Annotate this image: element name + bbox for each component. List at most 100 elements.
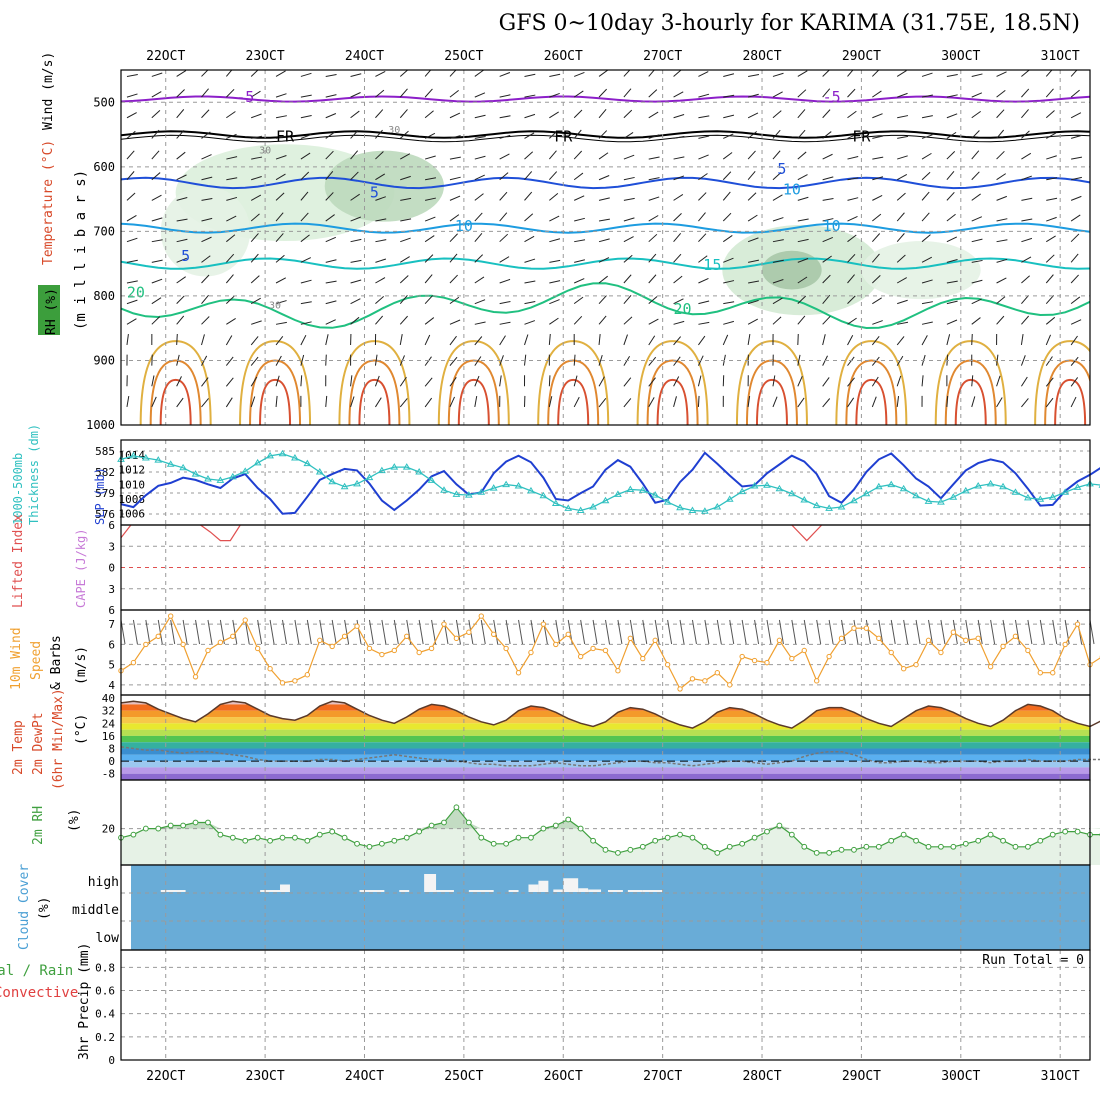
wind-barb [201,217,213,222]
wind-barb [151,172,161,181]
wind-speed-point [913,661,919,668]
wind-barb [549,299,560,305]
bottom-date-label: 23OCT [246,1069,285,1084]
wind-barb [399,130,409,139]
wind-barb [598,238,610,243]
wind-barb [524,191,533,201]
thickness-point [489,484,498,491]
thickness-point [440,486,448,493]
surface-isotherm [239,340,312,425]
thickness-point [415,468,424,475]
wind-barb [996,375,1001,387]
wind-barb [499,212,508,222]
precip-tick-label: 0.2 [95,1031,115,1044]
wind-speed-point [553,641,559,648]
wind-barb [996,218,1008,222]
wind-barb [871,336,880,346]
wind-barb [275,321,287,325]
slp-tick-label: 1010 [119,478,146,491]
wind-barb [897,299,908,305]
wind-barb [424,377,433,387]
wind-barb [126,299,138,305]
wind-barb [226,156,238,160]
dewpt2m-axis-label: 2m DewPt [31,712,46,775]
wind-barb [151,109,161,119]
wind-barb [797,196,809,201]
wind-barb [275,254,285,263]
wind-barb [424,155,436,160]
wind-barb [250,253,259,263]
thickness-point [912,491,920,499]
wind-barb-10m [903,619,909,645]
wind-barb [225,253,235,263]
wind-barb-10m [977,619,983,645]
wind-speed-point [242,617,248,623]
thickness-point [241,467,250,474]
wind-barb [176,238,188,243]
wind-barb [548,150,557,160]
rh-point [503,840,510,847]
wind-speed-point [155,633,161,640]
thickness-point [688,506,697,513]
wind-barb [623,176,635,181]
rh-point [341,834,348,841]
wind-barb [399,88,408,98]
wind-barb [772,129,781,139]
wind-barb [425,177,437,181]
wind-barb [1070,112,1082,119]
wind-barb [325,300,337,305]
rh-point [478,834,485,841]
wind-barb [971,171,980,181]
wind-barb [226,295,235,305]
wind-barb [698,115,710,119]
thickness-point [253,458,262,466]
surface-isotherm [259,378,292,425]
wind-barb [871,253,880,263]
rh-point [1037,837,1044,844]
wind-speed-point [254,645,261,652]
rh-point [490,840,497,847]
wind-speed-point [167,613,174,619]
wind-barb [996,397,1003,408]
wind-barb [946,191,955,201]
wind-barb [921,191,930,201]
wind-barb [201,197,213,201]
wind-barb [300,134,312,139]
wind-barb [747,214,758,222]
wind-barb [921,321,933,325]
bottom-date-label: 30OCT [941,1069,980,1084]
rh-point [975,837,982,844]
wind-barb [449,377,457,387]
cloud-bar [538,880,549,892]
wind-barb [400,197,412,201]
wind-barb [1070,335,1078,346]
wind-barb [300,94,312,98]
wind-barb [399,376,407,387]
wind-barb [201,274,210,284]
rh-point [689,834,696,841]
wind-barb [623,316,633,325]
temp-tick-label: 32 [102,705,115,718]
wind-barb [996,150,1005,160]
rh-point [453,804,460,811]
temp2m-axis-label: 2m Temp [11,720,26,775]
wind-speed-point [565,631,571,637]
wind-barb [896,233,905,243]
thickness-point [1073,483,1082,490]
isotherm-label: 5 [181,247,190,265]
precip-tick-label: 0.6 [95,985,115,998]
wind-barb [300,279,312,284]
temp-tick-label: 8 [108,743,115,756]
wind-barb-10m [1027,619,1033,645]
wind-barb [225,274,234,284]
wind-barb-10m [890,619,896,645]
wind-barb [126,93,138,98]
wind-barb [126,395,130,408]
temp-tick-label: 40 [102,692,115,705]
wind-barb [176,257,188,263]
wind-barb [847,377,855,387]
wind-barb [648,356,657,366]
wind-barb [449,195,461,201]
wind-barb [722,191,731,201]
wind-barb [723,257,734,263]
